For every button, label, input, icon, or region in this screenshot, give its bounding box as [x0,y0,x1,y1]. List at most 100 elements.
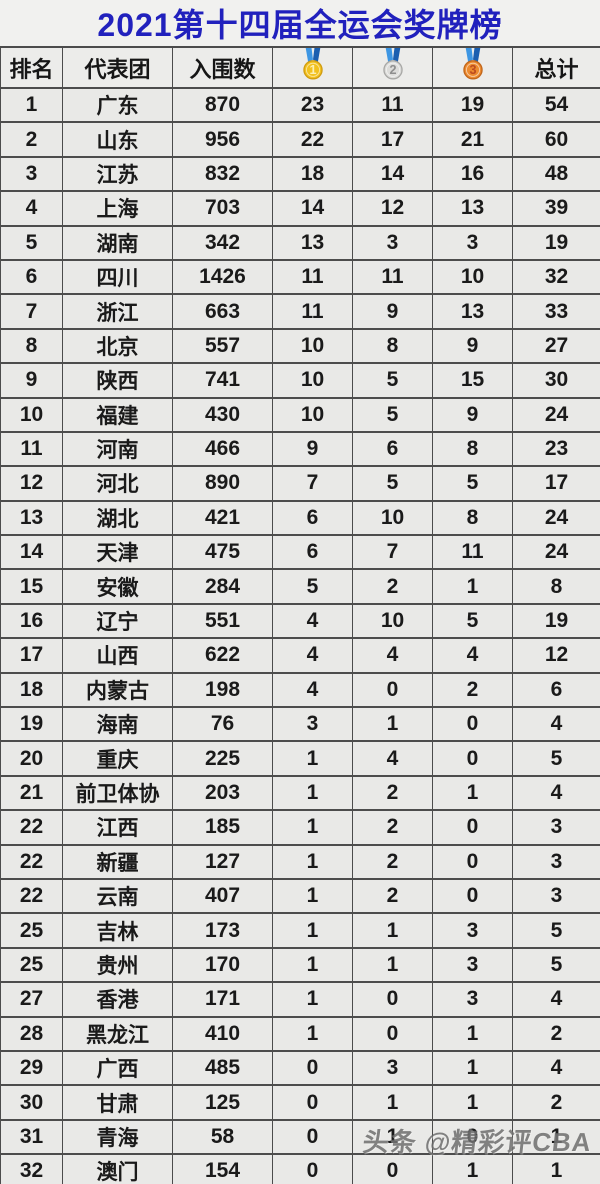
rank-cell: 11 [0,430,63,468]
table-row: 22 新疆 127 1 2 0 3 [0,843,600,880]
gold-count-cell: 7 [272,465,353,502]
table-row: 31 青海 58 0 1 0 1 [0,1118,600,1156]
total-count-cell: 24 [512,396,600,433]
silver-count-cell: 1 [352,946,433,984]
delegation-cell: 香港 [62,981,173,1018]
total-count-cell: 23 [512,430,600,468]
rank-cell: 9 [0,362,63,399]
bronze-count-cell: 1 [432,1015,513,1052]
delegation-cell: 辽宁 [62,602,173,640]
gold-count-cell: 6 [272,534,353,571]
delegation-cell: 陕西 [62,362,173,399]
bronze-count-cell: 19 [432,86,513,124]
svg-text:3: 3 [469,63,476,77]
entries-cell: 127 [172,843,273,880]
table-row: 11 河南 466 9 6 8 23 [0,430,600,468]
bronze-count-cell: 2 [432,671,513,709]
delegation-cell: 江西 [62,809,173,846]
delegation-cell: 河北 [62,465,173,502]
silver-count-cell: 5 [352,362,433,399]
bronze-count-cell: 0 [432,877,513,915]
rank-cell: 16 [0,602,63,640]
silver-count-cell: 5 [352,396,433,433]
table-row: 21 前卫体协 203 1 2 1 4 [0,774,600,812]
total-count-cell: 4 [512,981,600,1018]
gold-count-cell: 18 [272,155,353,193]
delegation-cell: 北京 [62,327,173,365]
entries-cell: 171 [172,981,273,1018]
table-row: 27 香港 171 1 0 3 4 [0,981,600,1018]
entries-cell: 284 [172,568,273,605]
medal-table-header: 排名 代表团 入围数 1 [0,46,600,89]
rank-cell: 21 [0,774,63,812]
rank-cell: 6 [0,258,63,296]
gold-count-cell: 11 [272,293,353,330]
delegation-cell: 重庆 [62,740,173,777]
gold-count-cell: 14 [272,190,353,227]
silver-count-cell: 0 [352,981,433,1018]
rank-cell: 13 [0,499,63,537]
total-count-cell: 1 [512,1118,600,1156]
delegation-cell: 贵州 [62,946,173,984]
rank-cell: 22 [0,843,63,880]
bronze-count-cell: 1 [432,774,513,812]
total-count-cell: 4 [512,706,600,743]
table-row: 4 上海 703 14 12 13 39 [0,190,600,227]
bronze-count-cell: 4 [432,637,513,674]
entries-cell: 407 [172,877,273,915]
silver-count-cell: 3 [352,1049,433,1087]
table-row: 5 湖南 342 13 3 3 19 [0,224,600,261]
total-count-cell: 30 [512,362,600,399]
delegation-cell: 新疆 [62,843,173,880]
gold-count-cell: 1 [272,740,353,777]
rank-cell: 1 [0,86,63,124]
silver-count-cell: 3 [352,224,433,261]
rank-cell: 25 [0,912,63,949]
delegation-cell: 天津 [62,534,173,571]
table-row: 3 江苏 832 18 14 16 48 [0,155,600,193]
delegation-cell: 江苏 [62,155,173,193]
entries-cell: 203 [172,774,273,812]
bronze-count-cell: 3 [432,981,513,1018]
silver-count-cell: 10 [352,499,433,537]
bronze-count-cell: 13 [432,190,513,227]
entries-cell: 741 [172,362,273,399]
bronze-count-cell: 0 [432,843,513,880]
rank-cell: 8 [0,327,63,365]
table-row: 7 浙江 663 11 9 13 33 [0,293,600,330]
gold-count-cell: 6 [272,499,353,537]
bronze-count-cell: 13 [432,293,513,330]
entries-cell: 76 [172,706,273,743]
delegation-cell: 内蒙古 [62,671,173,709]
entries-cell: 622 [172,637,273,674]
table-row: 15 安徽 284 5 2 1 8 [0,568,600,605]
gold-count-cell: 13 [272,224,353,261]
entries-cell: 485 [172,1049,273,1087]
entries-cell: 663 [172,293,273,330]
entries-cell: 870 [172,86,273,124]
gold-count-cell: 1 [272,774,353,812]
rank-cell: 18 [0,671,63,709]
table-row: 14 天津 475 6 7 11 24 [0,534,600,571]
delegation-cell: 四川 [62,258,173,296]
delegation-cell: 河南 [62,430,173,468]
table-row: 2 山东 956 22 17 21 60 [0,121,600,158]
total-count-cell: 24 [512,499,600,537]
table-row: 32 澳门 154 0 0 1 1 [0,1153,600,1184]
table-row: 18 内蒙古 198 4 0 2 6 [0,671,600,709]
total-count-cell: 27 [512,327,600,365]
silver-count-cell: 11 [352,258,433,296]
delegation-cell: 浙江 [62,293,173,330]
delegation-cell: 甘肃 [62,1084,173,1121]
rank-cell: 3 [0,155,63,193]
total-count-cell: 4 [512,774,600,812]
delegation-cell: 湖北 [62,499,173,537]
rank-cell: 10 [0,396,63,433]
table-row: 20 重庆 225 1 4 0 5 [0,740,600,777]
total-count-cell: 33 [512,293,600,330]
delegation-cell: 安徽 [62,568,173,605]
bronze-column-header: 3 [432,46,513,89]
silver-count-cell: 8 [352,327,433,365]
delegation-cell: 青海 [62,1118,173,1156]
gold-count-cell: 5 [272,568,353,605]
